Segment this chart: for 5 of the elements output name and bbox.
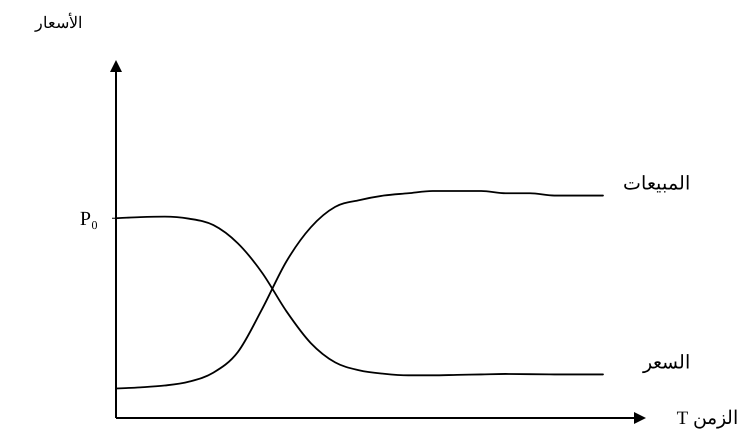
x-axis-title: الزمن T — [676, 408, 738, 429]
series-label: المبيعات — [623, 174, 690, 195]
text: الأسعار — [34, 13, 82, 32]
text: السعر — [642, 352, 690, 374]
text: P₀ — [80, 208, 98, 230]
